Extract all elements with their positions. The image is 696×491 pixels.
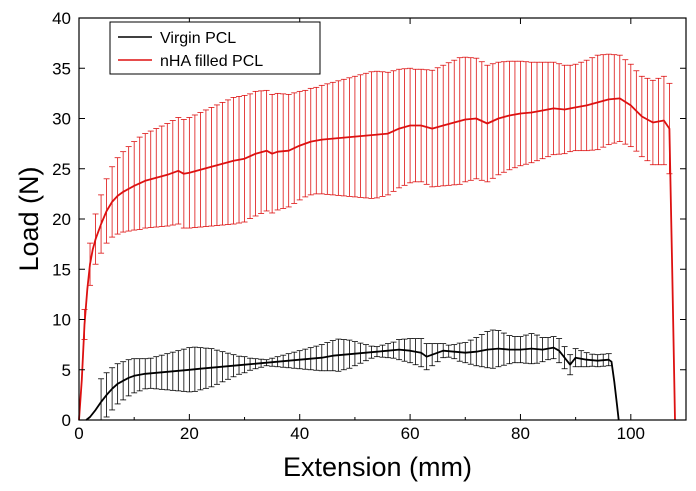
axes: 0 20 40 60 80 100 0 5 10 15 20 25 30 35 40 [52, 9, 687, 443]
x-tick-label: 60 [401, 424, 420, 443]
y-tick-label: 35 [52, 59, 71, 78]
x-tick-label: 40 [290, 424, 309, 443]
legend: Virgin PCL nHA filled PCL [109, 21, 321, 75]
legend-label-virgin-pcl: Virgin PCL [160, 30, 236, 47]
x-axis-title: Extension (mm) [283, 452, 472, 482]
series-line-virgin-pcl [85, 346, 620, 421]
y-tick-label: 0 [62, 411, 71, 430]
y-tick-label: 30 [52, 110, 71, 129]
legend-label-nha-filled-pcl: nHA filled PCL [160, 53, 263, 70]
y-tick-label: 5 [62, 361, 71, 380]
series-line-nha-filled-pcl [78, 97, 676, 421]
y-tick-label: 25 [52, 160, 71, 179]
y-tick-label: 15 [52, 260, 71, 279]
x-tick-label: 20 [180, 424, 199, 443]
x-tick-label: 100 [617, 424, 645, 443]
y-tick-label: 40 [52, 9, 71, 28]
x-tick-label: 80 [511, 424, 530, 443]
plot-area [78, 53, 676, 421]
y-axis-title: Load (N) [14, 166, 44, 271]
legend-box [109, 21, 321, 75]
y-tick-label: 20 [52, 210, 71, 229]
y-tick-label: 10 [52, 311, 71, 330]
x-tick-label: 0 [74, 424, 83, 443]
